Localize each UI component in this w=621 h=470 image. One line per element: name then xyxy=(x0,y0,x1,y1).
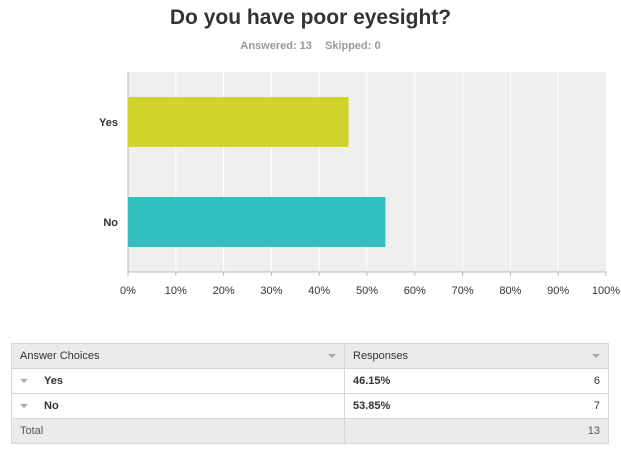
table-row: No 53.85% 7 xyxy=(11,393,609,419)
category-label: No xyxy=(103,217,118,229)
header-responses-label: Responses xyxy=(353,350,409,362)
header-answer-choices-label: Answer Choices xyxy=(20,350,100,362)
skipped-count: Skipped: 0 xyxy=(324,40,381,52)
response-stats: Answered: 13 Skipped: 0 xyxy=(0,40,621,52)
x-tick-label: 80% xyxy=(499,285,521,297)
expand-caret-icon[interactable] xyxy=(20,404,28,408)
table-header-row: Answer Choices Responses xyxy=(11,343,609,369)
x-tick-label: 0% xyxy=(120,285,136,297)
x-tick-label: 90% xyxy=(547,285,569,297)
total-count-cell: 13 xyxy=(344,418,609,444)
response-percent: 46.15% xyxy=(353,375,391,387)
table-total-row: Total 13 xyxy=(11,418,609,444)
response-count: 7 xyxy=(593,400,600,412)
x-tick-label: 40% xyxy=(308,285,330,297)
bar-chart: 0% 10% 20% 30% 40% 50% 60% 70% 80% 90% 100% Yes No xyxy=(99,72,620,297)
x-tick-label: 30% xyxy=(260,285,282,297)
choice-label: No xyxy=(44,400,59,412)
bar-no xyxy=(128,197,386,247)
choice-cell: No xyxy=(11,393,345,419)
choice-label: Yes xyxy=(44,375,63,387)
category-label: Yes xyxy=(99,117,118,129)
answered-count: Answered: 13 xyxy=(240,40,312,52)
x-tick-label: 10% xyxy=(165,285,187,297)
response-count: 6 xyxy=(593,375,600,387)
x-tick-label: 60% xyxy=(404,285,426,297)
total-label-cell: Total xyxy=(11,418,345,444)
x-tick-label: 100% xyxy=(592,285,620,297)
sort-caret-icon[interactable] xyxy=(328,354,336,358)
x-tick-label: 20% xyxy=(213,285,235,297)
chart-title: Do you have poor eyesight? xyxy=(169,6,452,29)
table-row: Yes 46.15% 6 xyxy=(11,368,609,394)
x-tick-label: 50% xyxy=(356,285,378,297)
x-tick-label: 70% xyxy=(452,285,474,297)
sort-caret-icon[interactable] xyxy=(592,354,600,358)
response-percent: 53.85% xyxy=(353,400,391,412)
header-answer-choices[interactable]: Answer Choices xyxy=(11,343,345,369)
bar-yes xyxy=(128,97,349,147)
header-responses[interactable]: Responses xyxy=(344,343,609,369)
response-cell: 53.85% 7 xyxy=(344,393,609,419)
choice-cell: Yes xyxy=(11,368,345,394)
expand-caret-icon[interactable] xyxy=(20,379,28,383)
response-cell: 46.15% 6 xyxy=(344,368,609,394)
answer-table: Answer Choices Responses Yes 46.15% 6 No … xyxy=(11,343,609,444)
